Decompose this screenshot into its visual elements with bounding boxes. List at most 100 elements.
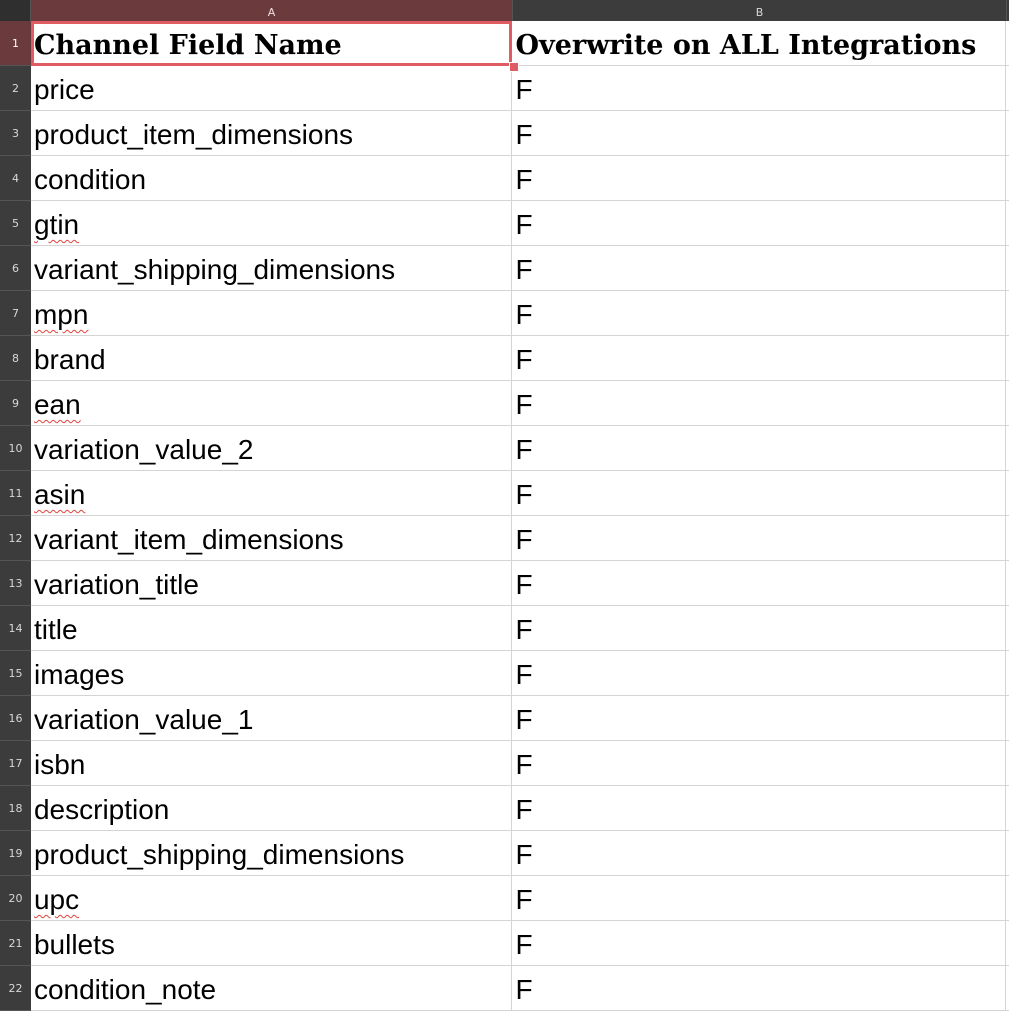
cell-empty[interactable]: [1006, 696, 1009, 741]
cell-overwrite-flag[interactable]: F: [512, 291, 1006, 336]
row-number[interactable]: 5: [0, 201, 31, 246]
cell-overwrite-flag[interactable]: F: [512, 381, 1006, 426]
table-row: 20 upc F: [0, 876, 1009, 921]
select-all-corner[interactable]: [0, 0, 31, 21]
cell-empty[interactable]: [1006, 471, 1009, 516]
cell-empty[interactable]: [1006, 336, 1009, 381]
cell-empty[interactable]: [1006, 786, 1009, 831]
cell-empty[interactable]: [1006, 516, 1009, 561]
cell-empty[interactable]: [1006, 291, 1009, 336]
cell-field-name[interactable]: brand: [30, 336, 513, 381]
cell-empty[interactable]: [1006, 966, 1009, 1011]
cell-empty[interactable]: [1006, 21, 1009, 66]
cell-empty[interactable]: [1006, 66, 1009, 111]
cell-empty[interactable]: [1006, 606, 1009, 651]
cell-field-name-text: brand: [33, 344, 106, 375]
table-row: 15 images F: [0, 651, 1009, 696]
cell-field-name-text: variant_shipping_dimensions: [33, 254, 396, 285]
cell-overwrite-flag[interactable]: F: [512, 66, 1006, 111]
row-number[interactable]: 4: [0, 156, 31, 201]
cell-field-name[interactable]: upc: [30, 876, 513, 921]
row-number[interactable]: 15: [0, 651, 31, 696]
cell-field-name[interactable]: isbn: [30, 741, 513, 786]
row-number[interactable]: 19: [0, 831, 31, 876]
row-number[interactable]: 10: [0, 426, 31, 471]
cell-field-name[interactable]: variant_shipping_dimensions: [30, 246, 513, 291]
row-number[interactable]: 14: [0, 606, 31, 651]
cell-overwrite-flag[interactable]: F: [512, 966, 1006, 1011]
cell-overwrite-flag[interactable]: F: [512, 246, 1006, 291]
cell-overwrite-flag[interactable]: F: [512, 921, 1006, 966]
cell-overwrite-flag[interactable]: F: [512, 876, 1006, 921]
cell-field-name[interactable]: ean: [30, 381, 513, 426]
cell-empty[interactable]: [1006, 921, 1009, 966]
cell-empty[interactable]: [1006, 426, 1009, 471]
cell-overwrite-flag[interactable]: F: [512, 336, 1006, 381]
cell-field-name[interactable]: asin: [30, 471, 513, 516]
cell-empty[interactable]: [1006, 381, 1009, 426]
cell-field-name[interactable]: condition_note: [30, 966, 513, 1011]
cell-field-name[interactable]: images: [30, 651, 513, 696]
cell-empty[interactable]: [1006, 561, 1009, 606]
rows-container: 1 Channel Field Name Overwrite on ALL In…: [0, 21, 1009, 1011]
cell-a1-header[interactable]: Channel Field Name: [30, 21, 513, 66]
row-number[interactable]: 2: [0, 66, 31, 111]
row-number[interactable]: 21: [0, 921, 31, 966]
cell-overwrite-flag[interactable]: F: [512, 201, 1006, 246]
table-row: 3 product_item_dimensions F: [0, 111, 1009, 156]
cell-field-name[interactable]: variation_title: [30, 561, 513, 606]
cell-b1-header[interactable]: Overwrite on ALL Integrations: [512, 21, 1006, 66]
cell-field-name[interactable]: title: [30, 606, 513, 651]
row-number[interactable]: 3: [0, 111, 31, 156]
cell-field-name[interactable]: product_shipping_dimensions: [30, 831, 513, 876]
row-number[interactable]: 13: [0, 561, 31, 606]
cell-empty[interactable]: [1006, 651, 1009, 696]
cell-field-name[interactable]: condition: [30, 156, 513, 201]
cell-field-name-text: variation_value_1: [33, 704, 254, 735]
cell-field-name[interactable]: variation_value_2: [30, 426, 513, 471]
row-number[interactable]: 6: [0, 246, 31, 291]
row-number[interactable]: 8: [0, 336, 31, 381]
row-number[interactable]: 22: [0, 966, 31, 1011]
row-number[interactable]: 9: [0, 381, 31, 426]
cell-overwrite-flag[interactable]: F: [512, 831, 1006, 876]
fill-handle[interactable]: [509, 62, 519, 72]
cell-overwrite-flag[interactable]: F: [512, 561, 1006, 606]
column-header-a[interactable]: A: [31, 0, 513, 21]
cell-field-name[interactable]: mpn: [30, 291, 513, 336]
cell-overwrite-flag[interactable]: F: [512, 651, 1006, 696]
cell-overwrite-flag[interactable]: F: [512, 111, 1006, 156]
cell-overwrite-flag[interactable]: F: [512, 696, 1006, 741]
cell-overwrite-flag[interactable]: F: [512, 741, 1006, 786]
row-number[interactable]: 7: [0, 291, 31, 336]
cell-field-name[interactable]: product_item_dimensions: [30, 111, 513, 156]
cell-empty[interactable]: [1006, 201, 1009, 246]
cell-field-name[interactable]: price: [30, 66, 513, 111]
cell-empty[interactable]: [1006, 111, 1009, 156]
column-header-b[interactable]: B: [513, 0, 1007, 21]
cell-empty[interactable]: [1006, 831, 1009, 876]
cell-field-name-text: condition: [33, 164, 147, 195]
cell-field-name[interactable]: variation_value_1: [30, 696, 513, 741]
cell-field-name[interactable]: description: [30, 786, 513, 831]
row-number[interactable]: 12: [0, 516, 31, 561]
cell-overwrite-flag[interactable]: F: [512, 516, 1006, 561]
cell-overwrite-flag[interactable]: F: [512, 606, 1006, 651]
cell-field-name[interactable]: variant_item_dimensions: [30, 516, 513, 561]
row-number[interactable]: 11: [0, 471, 31, 516]
row-number[interactable]: 16: [0, 696, 31, 741]
cell-empty[interactable]: [1006, 741, 1009, 786]
cell-overwrite-flag[interactable]: F: [512, 786, 1006, 831]
cell-field-name[interactable]: gtin: [30, 201, 513, 246]
row-number[interactable]: 17: [0, 741, 31, 786]
cell-empty[interactable]: [1006, 876, 1009, 921]
row-number[interactable]: 1: [0, 21, 31, 66]
cell-overwrite-flag[interactable]: F: [512, 156, 1006, 201]
cell-empty[interactable]: [1006, 246, 1009, 291]
cell-empty[interactable]: [1006, 156, 1009, 201]
row-number[interactable]: 20: [0, 876, 31, 921]
cell-overwrite-flag[interactable]: F: [512, 426, 1006, 471]
cell-field-name[interactable]: bullets: [30, 921, 513, 966]
cell-overwrite-flag[interactable]: F: [512, 471, 1006, 516]
row-number[interactable]: 18: [0, 786, 31, 831]
